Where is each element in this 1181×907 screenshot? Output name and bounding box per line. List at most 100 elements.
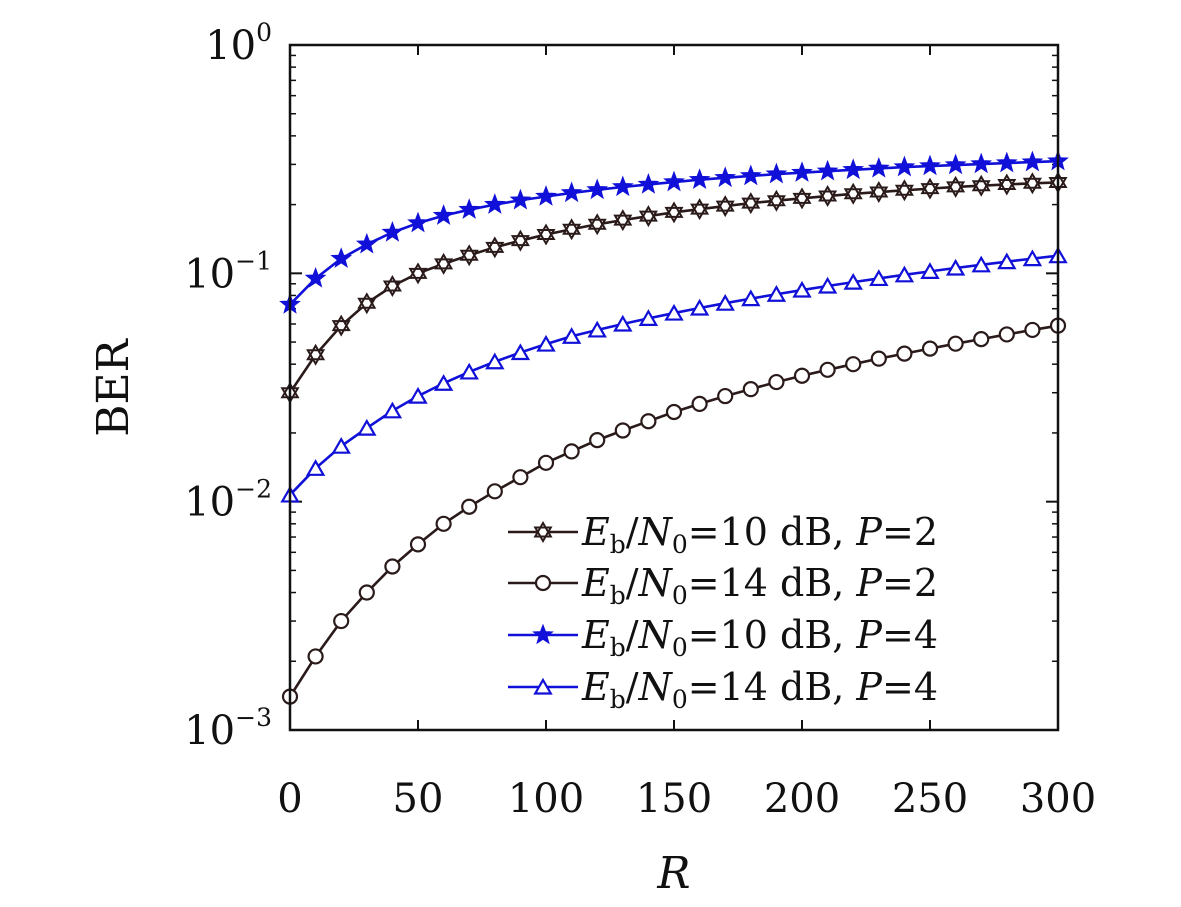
data-point [613,314,633,332]
data-point [512,469,529,486]
data-point [561,327,582,344]
data-point [562,218,582,241]
x-axis-label: R [656,848,690,899]
legend-marker [534,574,552,592]
data-point [611,175,634,197]
data-point [819,361,836,378]
legend-part-pval: =4 [882,613,938,657]
data-point [766,285,787,302]
data-point [485,352,505,370]
legend-part-pval: =4 [882,665,938,709]
data-point [715,293,735,311]
legend-part-slash: / [626,613,639,657]
legend-label: Eb/N0=14 dB, P=4 [581,665,938,714]
data-point [998,326,1015,343]
data-point [407,211,429,233]
legend-entry: Eb/N0=10 dB, P=4 [508,613,938,662]
data-point [893,155,916,177]
data-point [589,432,606,449]
hexagram-down [638,210,658,228]
data-point [921,340,939,357]
x-tick-label: 150 [636,776,712,822]
data-point [741,289,761,307]
hexagram-down [459,249,479,267]
data-point [792,280,812,298]
data-point [689,298,710,316]
legend-part-value: =14 dB, [688,561,857,605]
x-tick-label: 0 [277,776,302,822]
data-point [435,515,452,532]
legend-part-p: P [855,561,883,605]
legend-part-e: E [581,613,610,657]
data-point [560,181,583,203]
legend-part-e: E [581,665,610,709]
legend-part-zero: 0 [672,633,688,662]
data-point [459,244,479,267]
legend-part-value: =10 dB, [688,613,857,657]
legend-part-p: P [855,613,883,657]
hexagram-down [408,267,428,285]
hexagram-down [971,180,991,197]
data-point [434,252,454,275]
x-tick-label: 300 [1020,776,1096,822]
data-point [1022,249,1043,267]
hexagram-down [792,192,812,210]
data-point [333,612,350,630]
hexagram-down [306,349,326,366]
legend-part-b: b [610,530,626,559]
legend-entry: Eb/N0=10 dB, P=2 [508,510,938,559]
data-point [330,247,353,268]
hexagram-down [894,184,914,202]
data-point [663,170,685,192]
data-point [509,188,532,210]
y-tick-exponent: −2 [235,475,272,504]
legend-part-zero: 0 [672,685,688,714]
hexagram-down [587,218,607,236]
data-point [845,356,862,373]
legend-part-p: P [855,665,883,709]
data-point [869,269,889,287]
data-point [485,236,505,259]
data-point [458,198,481,219]
data-point [688,168,711,189]
legend-part-n: N [638,561,674,605]
hexagram-down [766,195,786,212]
data-point [768,373,785,391]
hexagram-down [690,203,710,221]
y-tick-base: 10 [184,480,235,526]
hexagram-down [741,197,761,215]
data-point [973,331,990,348]
data-point [742,381,759,398]
y-tick-label: 100 [205,18,272,69]
hexagram-down [331,320,351,337]
y-tick-exponent: −3 [235,703,272,732]
data-point [331,314,351,337]
data-point [894,179,914,202]
data-point [510,343,531,361]
legend-label: Eb/N0=14 dB, P=2 [581,561,938,610]
data-point [381,221,404,242]
hexagram-down [1022,177,1042,195]
legend-part-pval: =2 [882,510,938,554]
x-tick-label: 200 [764,776,840,822]
data-point [842,158,865,180]
legend-marker [532,623,554,645]
x-axis-ticks: 0 50 100 150 200 250 300 [277,45,1096,822]
legend-marker [533,520,553,544]
data-point [355,232,378,254]
data-point [896,345,913,362]
hexagram-down [536,228,556,246]
data-point [357,418,377,436]
data-point [792,187,812,210]
y-tick-label: 10−1 [184,246,272,297]
data-point [510,229,530,252]
series-4 [280,246,1068,503]
legend-part-n: N [638,665,674,709]
hexagram-down [920,183,940,200]
legend-label: Eb/N0=10 dB, P=4 [581,613,938,662]
data-point [714,166,737,188]
y-tick-exponent: 0 [256,18,272,47]
hexagram-down [485,241,505,259]
hexagram-down [357,297,377,315]
